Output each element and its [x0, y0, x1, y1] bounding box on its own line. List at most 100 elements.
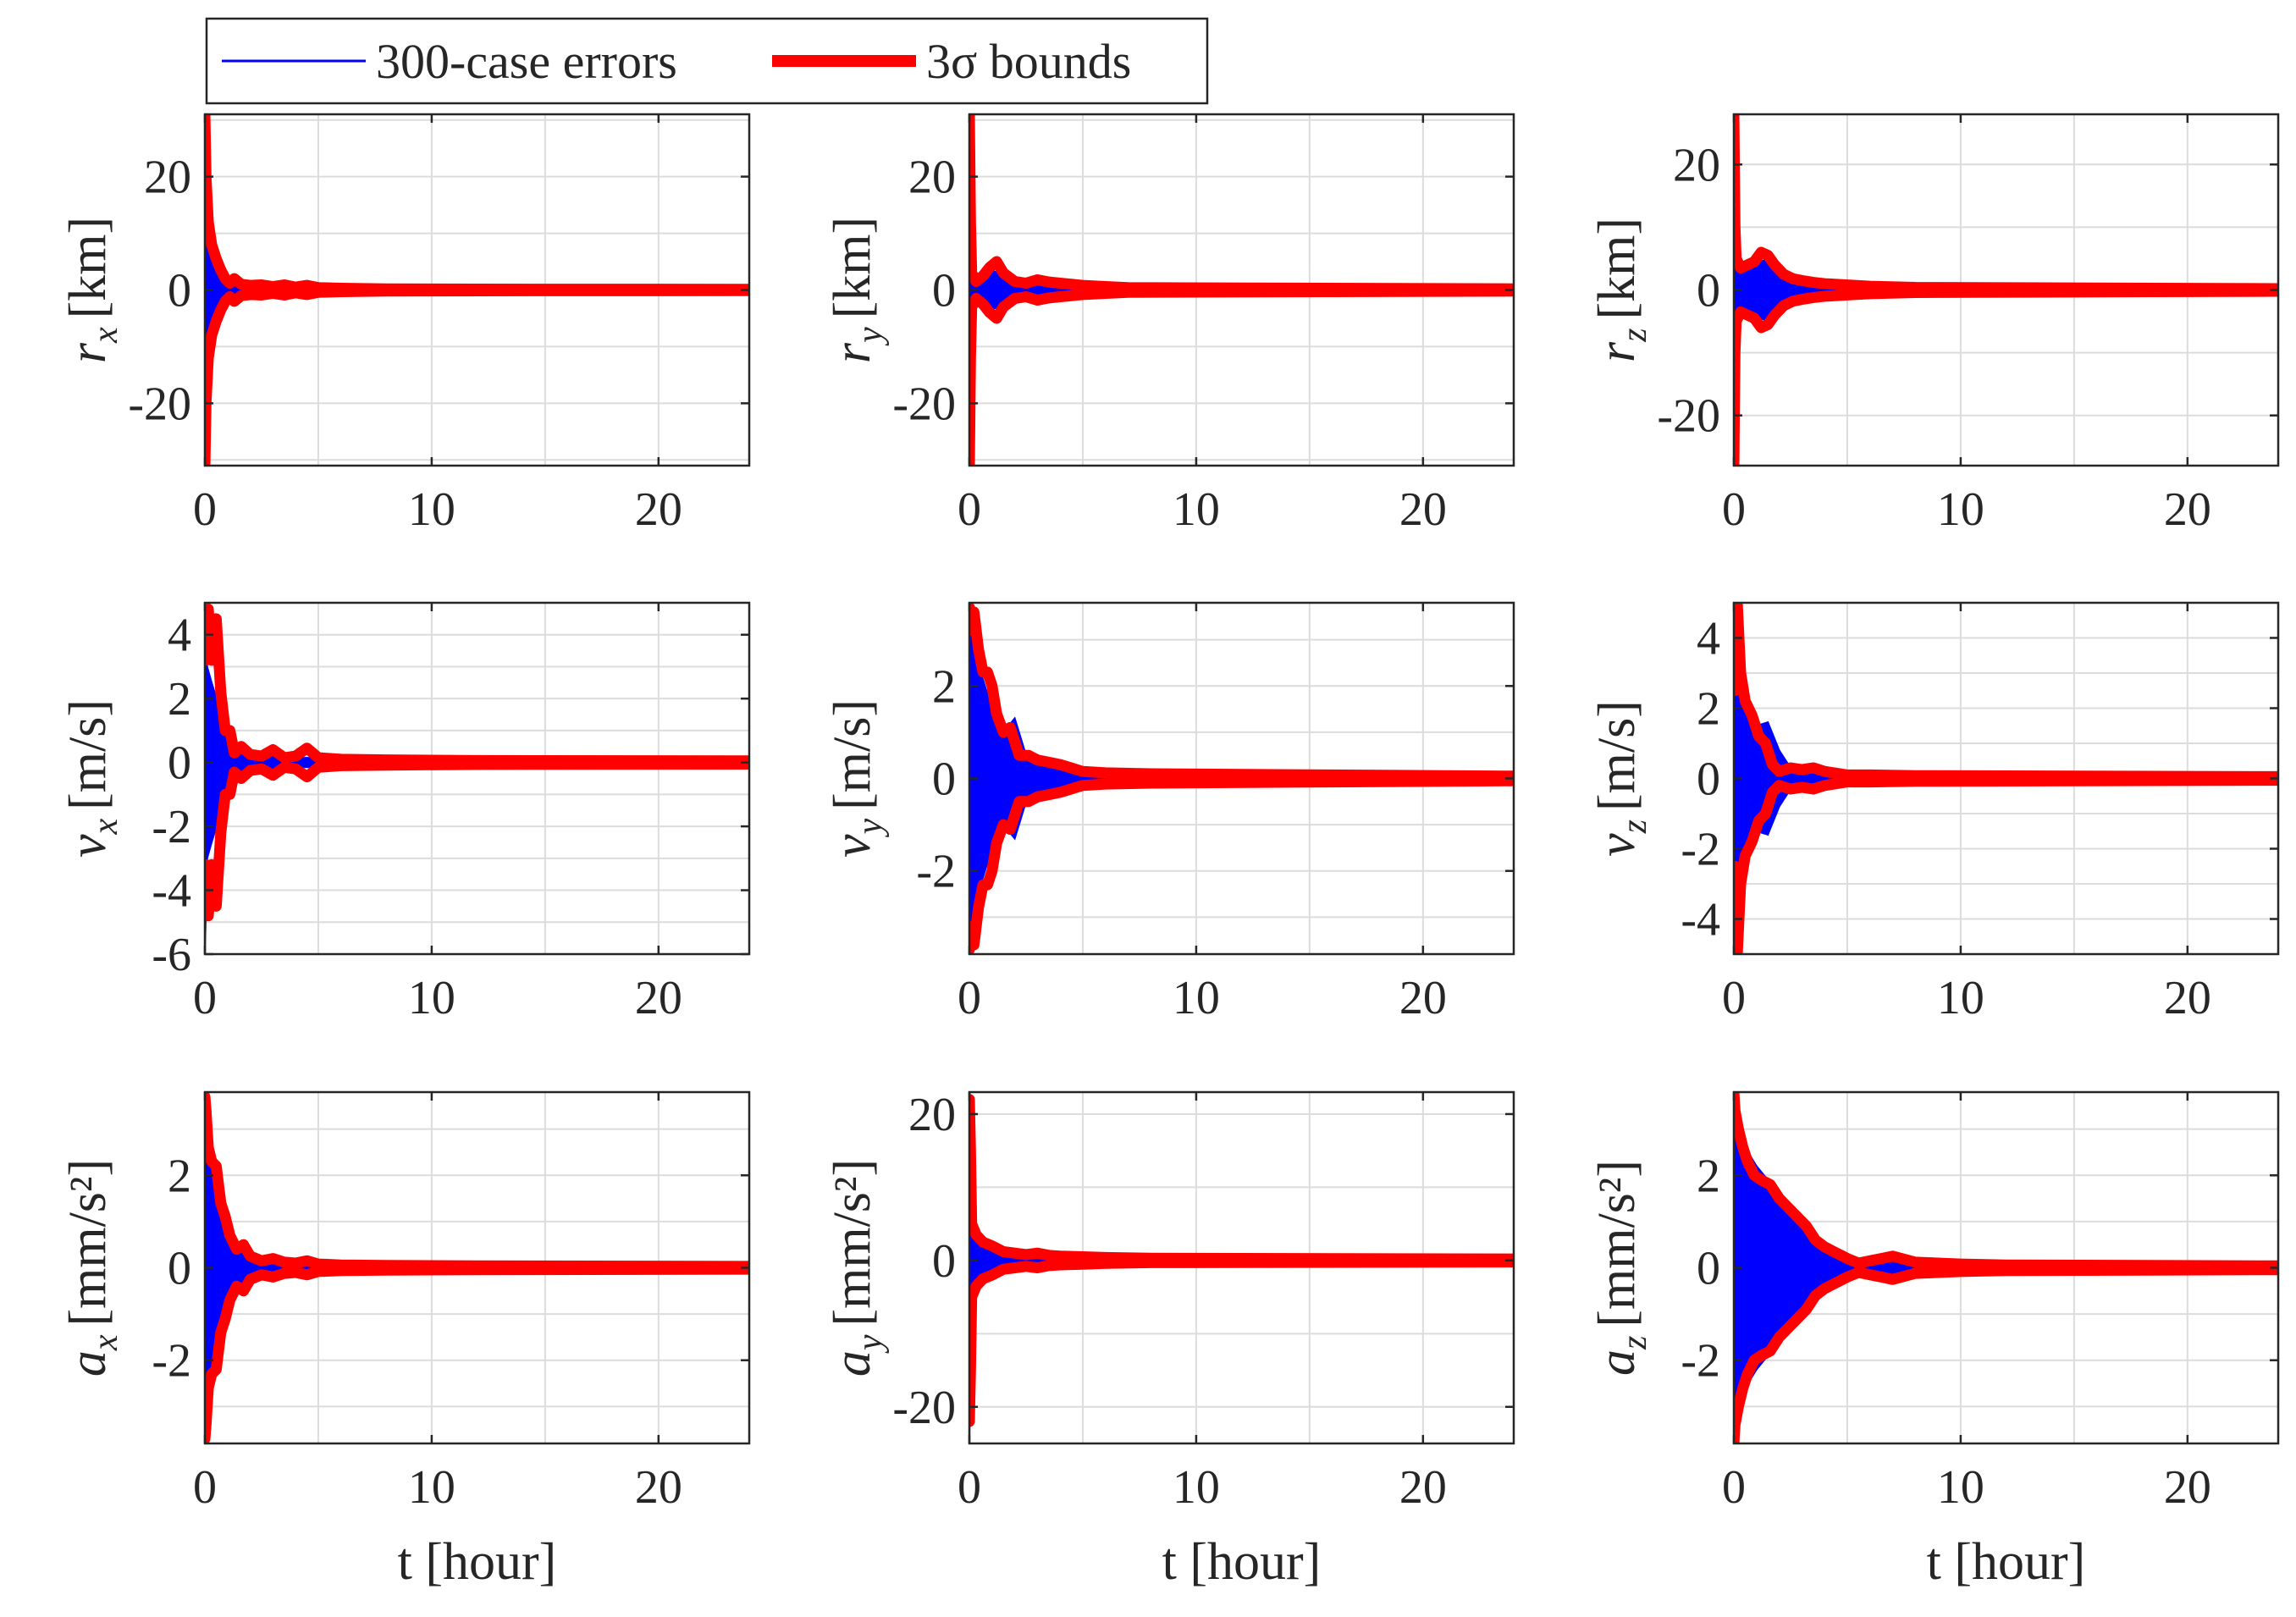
x-tick-label: 20 [1399, 1461, 1447, 1514]
y-axis-label: ay [mm/s²] [824, 1159, 890, 1377]
x-tick-label: 20 [1399, 483, 1447, 536]
subplot-ax: 0 10 20 -2 0 2 ax [mm/s²] t [hour] [59, 1090, 751, 1591]
bounds-lower-line [205, 759, 749, 922]
x-tick-label: 0 [1722, 972, 1746, 1024]
y-tick-label: -4 [1681, 894, 1720, 946]
y-tick-label: -20 [892, 1382, 956, 1434]
subplot-az: 0 10 20 -2 0 2 az [mm/s²] t [hour] [1588, 1090, 2280, 1591]
bounds-upper-line [969, 114, 1514, 295]
plot-area [969, 114, 1514, 466]
axes-frame [203, 601, 751, 956]
x-tick-label: 20 [2164, 483, 2211, 536]
bounds-upper-line [1734, 603, 2278, 782]
y-axis-subscript: y [851, 327, 890, 346]
bounds-lower-line [205, 284, 749, 466]
y-axis-symbol: r [1588, 341, 1646, 362]
y-tick-label: -2 [1681, 1335, 1720, 1388]
y-tick-label: 20 [908, 1089, 956, 1141]
bounds-lower-line [1734, 285, 2278, 466]
y-axis-label: rx [km] [59, 217, 125, 363]
x-tick-label: 20 [635, 483, 682, 536]
y-axis-symbol: r [824, 342, 881, 363]
subplot-vz: 0 10 20 -4 -2 0 2 4 vz [m/s] [1588, 601, 2280, 1024]
y-tick-label: 4 [1697, 613, 1720, 665]
y-axis-subscript: z [1615, 820, 1654, 834]
x-tick-label: 20 [635, 1461, 682, 1514]
plot-area [969, 603, 1514, 954]
y-tick-label: -20 [128, 378, 191, 430]
plot-area [1734, 603, 2278, 954]
y-tick-label: 0 [932, 1235, 956, 1288]
y-axis-symbol: a [1588, 1349, 1646, 1376]
y-axis-subscript: y [851, 1334, 890, 1354]
y-tick-label: 0 [1697, 265, 1720, 317]
y-tick-label: 4 [168, 610, 191, 662]
y-axis-label: rz [km] [1588, 218, 1654, 362]
y-axis-subscript: z [1615, 1336, 1654, 1350]
y-axis-unit: [m/s] [59, 699, 117, 810]
x-tick-label: 10 [1173, 483, 1220, 536]
y-axis-label: vy [m/s] [824, 699, 890, 858]
bounds-upper-line [205, 604, 749, 767]
legend-bounds-label: 3σ bounds [926, 34, 1131, 89]
x-tick-label: 20 [2164, 1461, 2211, 1514]
y-axis-label: vz [m/s] [1588, 700, 1654, 857]
grid [205, 114, 749, 466]
y-axis-label: ry [km] [824, 217, 890, 363]
y-tick-label: -2 [152, 1335, 191, 1388]
bounds-lower-line [969, 1256, 1514, 1427]
plot-area [205, 114, 749, 466]
y-tick-label: 2 [168, 673, 191, 726]
x-tick-label: 10 [1173, 972, 1220, 1024]
y-tick-label: 20 [908, 152, 956, 204]
x-tick-label: 10 [1173, 1461, 1220, 1514]
legend-errors-label: 300-case errors [376, 34, 677, 89]
x-tick-label: 0 [958, 972, 981, 1024]
subplot-vx: 0 10 20 -6 -4 -2 0 2 4 vx [m/s] [59, 601, 751, 1024]
x-tick-label: 10 [408, 1461, 455, 1514]
y-tick-label: 2 [1697, 1150, 1720, 1202]
y-tick-label: 2 [168, 1150, 191, 1202]
y-tick-label: 20 [144, 152, 191, 204]
y-tick-label: -2 [1681, 824, 1720, 876]
y-axis-symbol: a [824, 1350, 881, 1377]
y-axis-symbol: v [1588, 833, 1646, 857]
plot-area [205, 1092, 749, 1443]
y-axis-symbol: v [824, 834, 881, 858]
x-tick-label: 20 [1399, 972, 1447, 1024]
y-tick-label: 0 [932, 753, 956, 806]
y-tick-label: 2 [1697, 683, 1720, 736]
bounds-lower-line [969, 775, 1514, 954]
y-axis-unit: [m/s] [1588, 700, 1646, 811]
bounds-upper-line [969, 1094, 1514, 1265]
x-tick-label: 0 [958, 483, 981, 536]
y-axis-symbol: r [59, 342, 117, 363]
y-axis-unit: [m/s] [824, 699, 881, 810]
y-axis-label: ax [mm/s²] [59, 1159, 125, 1377]
x-tick-label: 10 [1937, 1461, 1984, 1514]
plot-area [1734, 1092, 2278, 1443]
bounds-lower-line [205, 1263, 749, 1443]
x-axis-label: t [hour] [1927, 1533, 2086, 1591]
y-axis-unit: [mm/s²] [59, 1159, 117, 1327]
y-tick-label: 2 [932, 660, 956, 713]
bounds-upper-line [205, 1092, 749, 1272]
y-tick-label: 0 [168, 265, 191, 317]
y-axis-unit: [km] [59, 217, 117, 319]
y-tick-label: -2 [916, 846, 956, 898]
y-axis-symbol: v [59, 834, 117, 858]
x-tick-label: 10 [1937, 972, 1984, 1024]
bounds-lower-line [1734, 1264, 2278, 1443]
legend: 300-case errors 3σ bounds [205, 17, 1209, 105]
y-axis-unit: [km] [1588, 218, 1646, 320]
y-axis-symbol: a [59, 1350, 117, 1377]
y-tick-label: 0 [168, 737, 191, 790]
x-tick-label: 20 [635, 972, 682, 1024]
y-axis-unit: [mm/s²] [824, 1159, 881, 1327]
y-tick-label: -20 [1657, 390, 1720, 443]
